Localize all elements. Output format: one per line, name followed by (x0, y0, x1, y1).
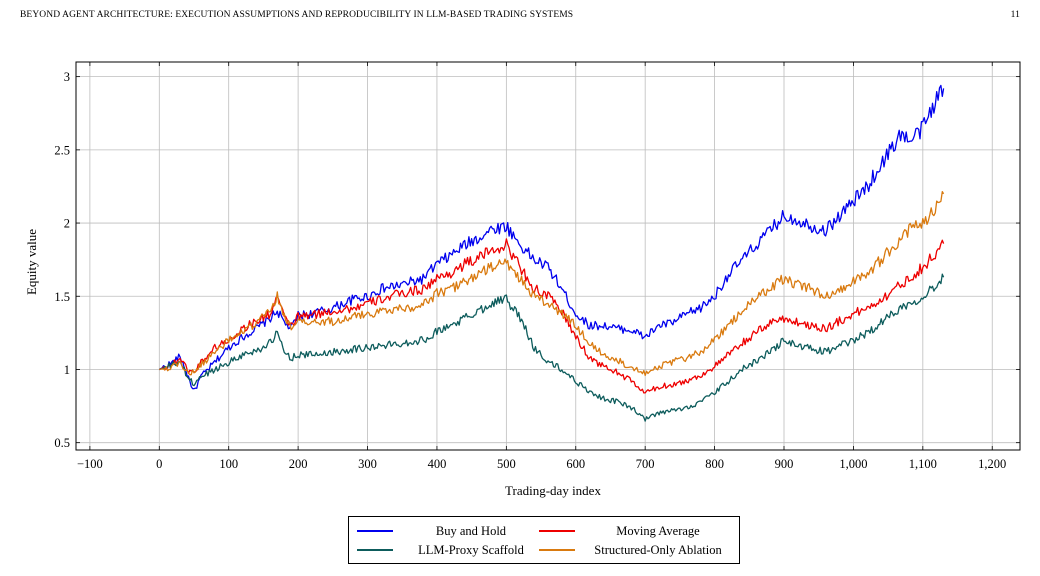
legend-label: LLM-Proxy Scaffold (418, 542, 524, 557)
legend-item-moving-average: Moving Average (539, 522, 733, 540)
legend-item-buy-and-hold: Buy and Hold (357, 522, 541, 540)
series-layer (158, 84, 945, 422)
legend-label: Structured-Only Ablation (594, 542, 722, 557)
legend-label: Buy and Hold (435, 523, 507, 538)
x-tick-label: 1,100 (909, 457, 937, 471)
x-tick-label: 500 (497, 457, 516, 471)
x-axis-label: Trading-day index (505, 483, 601, 498)
x-tick-label: 800 (705, 457, 724, 471)
x-tick-label: 1,000 (839, 457, 867, 471)
legend-item-llm-proxy-scaffold: LLM-Proxy Scaffold (357, 541, 541, 559)
page-number: 11 (1010, 10, 1020, 20)
legend-swatch-llm-proxy-scaffold (357, 549, 393, 551)
y-tick-label: 1 (64, 363, 70, 377)
x-tick-label: −100 (77, 457, 103, 471)
series-line-buy-and-hold (158, 84, 945, 390)
axes-frame (75, 61, 1021, 451)
legend-item-structured-only-ablation: Structured-Only Ablation (539, 541, 733, 559)
x-tick-label: 200 (289, 457, 308, 471)
y-tick-label: 0.5 (54, 436, 70, 450)
x-tick-label: 700 (636, 457, 655, 471)
series-line-structured-only-ablation (159, 190, 945, 377)
y-tick-label: 2 (64, 217, 70, 231)
legend-swatch-moving-average (539, 530, 575, 532)
y-axis-label: Equity value (24, 229, 39, 295)
ticks: −100 0 100 200 300 400 500 600 700 800 900 1,000 1,1… (54, 62, 1020, 471)
x-tick-label: 400 (428, 457, 447, 471)
y-tick-label: 3 (64, 70, 70, 84)
series-line-llm-proxy-scaffold (159, 273, 945, 422)
x-tick-label: 600 (566, 457, 585, 471)
y-tick-label: 2.5 (54, 143, 70, 157)
page-header: BEYOND AGENT ARCHITECTURE: EXECUTION ASS… (20, 10, 1020, 24)
grid (76, 62, 1020, 450)
legend-swatch-buy-and-hold (357, 530, 393, 532)
running-title: BEYOND AGENT ARCHITECTURE: EXECUTION ASS… (20, 10, 574, 20)
legend-label: Moving Average (616, 523, 700, 538)
legend-swatch-structured-only-ablation (539, 549, 575, 551)
x-tick-label: 0 (156, 457, 162, 471)
legend: Buy and Hold Moving Average LLM-Proxy Sc… (348, 516, 740, 564)
y-tick-label: 1.5 (54, 290, 70, 304)
x-tick-label: 900 (775, 457, 794, 471)
x-tick-label: 1,200 (978, 457, 1006, 471)
x-tick-label: 300 (358, 457, 377, 471)
x-tick-label: 100 (219, 457, 238, 471)
